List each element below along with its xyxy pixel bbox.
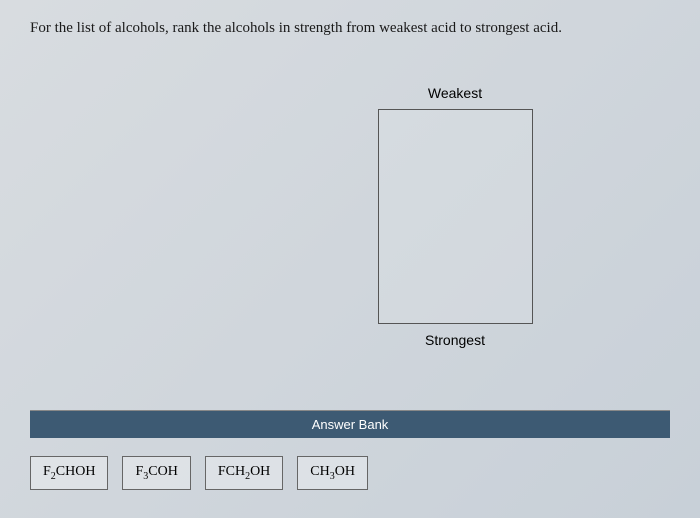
answer-bank-header: Answer Bank [30, 410, 670, 438]
question-text: For the list of alcohols, rank the alcoh… [30, 20, 670, 37]
weakest-label: Weakest [370, 85, 540, 101]
ranking-drop-zone[interactable] [378, 109, 533, 324]
strongest-label: Strongest [370, 332, 540, 348]
ranking-area: Weakest Strongest [370, 85, 540, 348]
answer-item[interactable]: CH3OH [297, 456, 368, 490]
answer-item[interactable]: F3COH [122, 456, 190, 490]
answer-items-row: F2CHOH F3COH FCH2OH CH3OH [30, 438, 670, 490]
answer-item[interactable]: F2CHOH [30, 456, 108, 490]
answer-bank: Answer Bank F2CHOH F3COH FCH2OH CH3OH [30, 410, 670, 490]
answer-item[interactable]: FCH2OH [205, 456, 283, 490]
